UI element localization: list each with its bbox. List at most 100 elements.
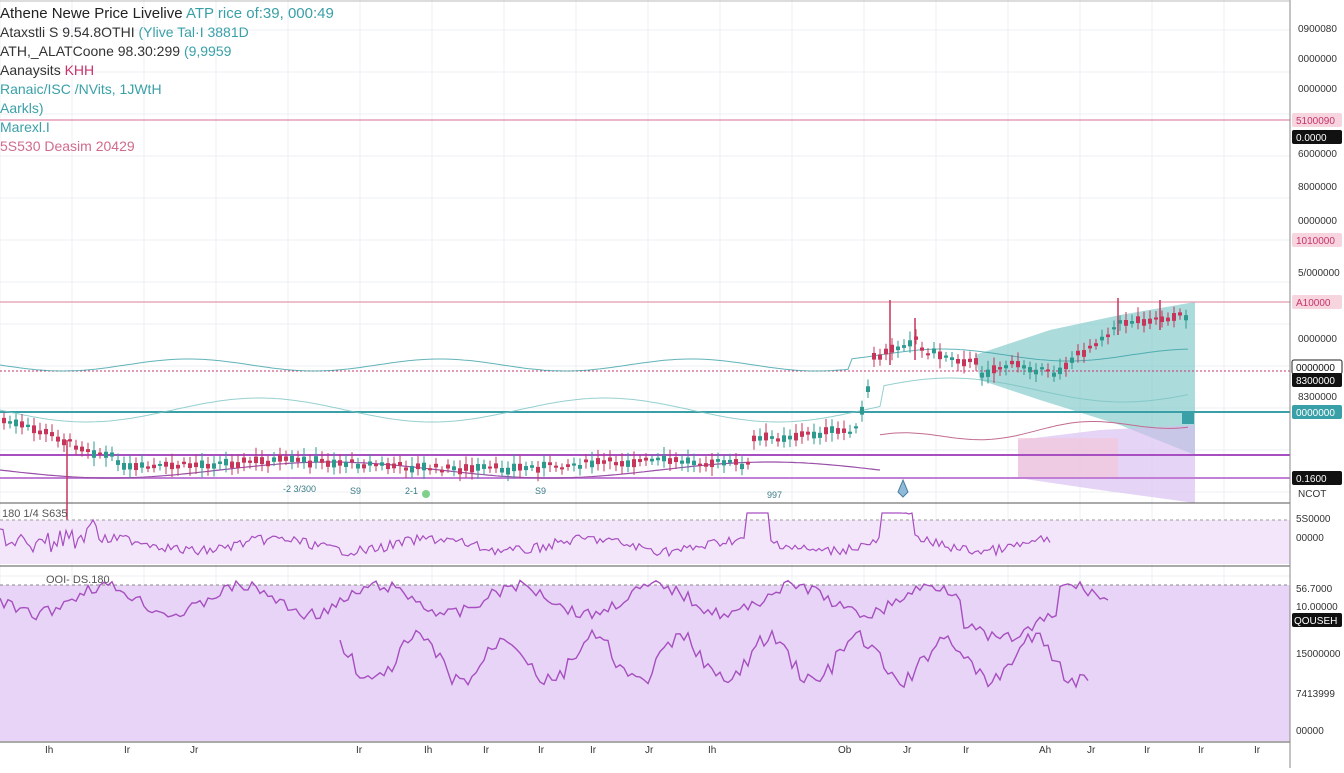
candle[interactable] <box>818 426 822 445</box>
candle[interactable] <box>710 452 714 477</box>
candle[interactable] <box>368 454 372 473</box>
candle[interactable] <box>692 453 696 473</box>
candle[interactable] <box>554 461 558 472</box>
candle[interactable] <box>356 457 360 474</box>
candle[interactable] <box>848 424 852 438</box>
flag-marker[interactable] <box>897 478 909 498</box>
candle[interactable] <box>284 450 288 466</box>
candle[interactable] <box>170 453 174 478</box>
event-marker[interactable] <box>422 490 430 498</box>
candle[interactable] <box>230 454 234 475</box>
candle[interactable] <box>512 454 516 479</box>
candle[interactable] <box>644 453 648 466</box>
candle[interactable] <box>506 461 510 482</box>
candle[interactable] <box>926 348 930 360</box>
candle[interactable] <box>344 454 348 474</box>
candle[interactable] <box>680 454 684 471</box>
candle[interactable] <box>1124 312 1128 334</box>
candle[interactable] <box>956 354 960 372</box>
candle[interactable] <box>722 455 726 473</box>
candle[interactable] <box>146 461 150 473</box>
candle[interactable] <box>218 456 222 470</box>
candle[interactable] <box>404 460 408 478</box>
candle[interactable] <box>734 452 738 472</box>
candle[interactable] <box>524 461 528 476</box>
candle[interactable] <box>1106 327 1110 345</box>
candle[interactable] <box>866 379 870 398</box>
candle[interactable] <box>914 329 918 345</box>
candle[interactable] <box>482 459 486 475</box>
candle[interactable] <box>974 352 978 371</box>
candle[interactable] <box>332 452 336 475</box>
candle[interactable] <box>1142 311 1146 333</box>
candle[interactable] <box>1064 356 1068 377</box>
candle[interactable] <box>1112 320 1116 336</box>
candle[interactable] <box>842 420 846 441</box>
time-axis[interactable]: Ih Ir Jr Ir Ih Ir Ir Ir Jr Ih Ob Jr Ir Ah Jr Ir Ir Ir <box>45 745 1261 756</box>
candle[interactable] <box>884 343 888 361</box>
candle[interactable] <box>1052 365 1056 382</box>
candle[interactable] <box>62 433 66 452</box>
candle[interactable] <box>1118 315 1122 331</box>
candle[interactable] <box>656 453 660 466</box>
candle[interactable] <box>740 456 744 476</box>
candle[interactable] <box>350 452 354 469</box>
candle[interactable] <box>212 456 216 477</box>
candle[interactable] <box>758 428 762 446</box>
candle[interactable] <box>860 400 864 422</box>
candle[interactable] <box>116 453 120 472</box>
candle[interactable] <box>992 357 996 383</box>
candle[interactable] <box>320 451 324 470</box>
candle[interactable] <box>386 457 390 475</box>
candle[interactable] <box>698 458 702 473</box>
candle[interactable] <box>416 456 420 476</box>
candle[interactable] <box>152 457 156 473</box>
candle[interactable] <box>242 452 246 472</box>
candle[interactable] <box>104 445 108 467</box>
candle[interactable] <box>638 454 642 467</box>
candle[interactable] <box>56 429 60 448</box>
candle[interactable] <box>1130 314 1134 328</box>
candle[interactable] <box>446 459 450 473</box>
candle[interactable] <box>542 455 546 477</box>
candle[interactable] <box>302 448 306 469</box>
candle[interactable] <box>1184 309 1188 329</box>
candle[interactable] <box>1094 338 1098 350</box>
candle[interactable] <box>980 366 984 386</box>
candle[interactable] <box>20 414 24 435</box>
candle[interactable] <box>476 457 480 479</box>
candle[interactable] <box>950 351 954 368</box>
candle[interactable] <box>110 446 114 462</box>
candle[interactable] <box>164 457 168 475</box>
candle[interactable] <box>380 456 384 471</box>
candle[interactable] <box>986 360 990 384</box>
candle[interactable] <box>728 453 732 467</box>
candle[interactable] <box>260 450 264 472</box>
candle[interactable] <box>998 361 1002 376</box>
candle[interactable] <box>908 331 912 353</box>
candle[interactable] <box>812 423 816 445</box>
candle[interactable] <box>944 351 948 362</box>
candle[interactable] <box>962 350 966 374</box>
candle[interactable] <box>1016 352 1020 373</box>
candlestick-series[interactable] <box>2 298 1188 520</box>
candle[interactable] <box>488 460 492 473</box>
candle[interactable] <box>764 423 768 447</box>
candle[interactable] <box>614 455 618 472</box>
candle[interactable] <box>518 455 522 479</box>
candle[interactable] <box>176 460 180 476</box>
candle[interactable] <box>50 424 54 442</box>
candle[interactable] <box>452 460 456 477</box>
candle[interactable] <box>746 457 750 470</box>
candle[interactable] <box>560 463 564 475</box>
candle[interactable] <box>896 340 900 358</box>
candle[interactable] <box>32 417 36 442</box>
candle[interactable] <box>920 341 924 358</box>
candle[interactable] <box>1082 342 1086 363</box>
candle[interactable] <box>206 456 210 476</box>
candle[interactable] <box>704 456 708 472</box>
candle[interactable] <box>650 454 654 466</box>
candle[interactable] <box>932 341 936 359</box>
